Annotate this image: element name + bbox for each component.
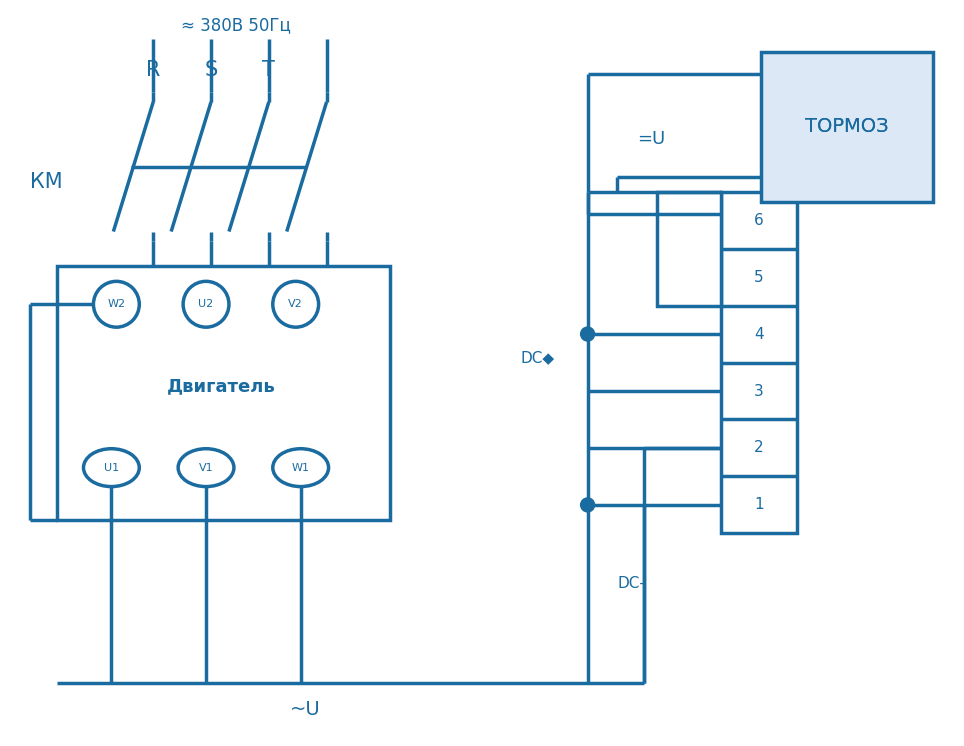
Text: ≈ 380В 50Гц: ≈ 380В 50Гц [181, 16, 291, 34]
Text: 5: 5 [754, 269, 763, 285]
Circle shape [183, 281, 228, 327]
Text: W2: W2 [107, 299, 125, 310]
Text: U1: U1 [104, 463, 119, 473]
Ellipse shape [178, 448, 234, 486]
Bar [657, 192, 721, 306]
Text: Двигатель: Двигатель [167, 377, 276, 395]
Ellipse shape [84, 448, 139, 486]
Text: КМ: КМ [30, 172, 63, 192]
Text: DC-: DC- [618, 576, 645, 591]
Circle shape [580, 327, 595, 341]
Text: 3: 3 [754, 383, 763, 398]
Text: DC◆: DC◆ [521, 351, 555, 366]
Text: ~U: ~U [290, 700, 321, 719]
Text: V2: V2 [288, 299, 303, 310]
Text: 1: 1 [754, 498, 763, 513]
Bar [57, 266, 390, 521]
Circle shape [580, 498, 595, 512]
Bar [721, 192, 797, 533]
Text: ТОРМОЗ: ТОРМОЗ [805, 117, 889, 137]
Text: =U: =U [637, 130, 665, 148]
Text: 2: 2 [754, 440, 763, 456]
Ellipse shape [273, 448, 329, 486]
Text: T: T [262, 60, 276, 80]
Bar [761, 52, 933, 201]
Text: S: S [204, 60, 218, 80]
Text: W1: W1 [292, 463, 309, 473]
Circle shape [94, 281, 139, 327]
Text: 6: 6 [754, 213, 763, 228]
Text: V1: V1 [199, 463, 213, 473]
Circle shape [273, 281, 319, 327]
Text: ТОРМОЗ: ТОРМОЗ [805, 117, 889, 137]
Text: R: R [146, 60, 160, 80]
Text: 4: 4 [754, 327, 763, 342]
Text: U2: U2 [199, 299, 214, 310]
